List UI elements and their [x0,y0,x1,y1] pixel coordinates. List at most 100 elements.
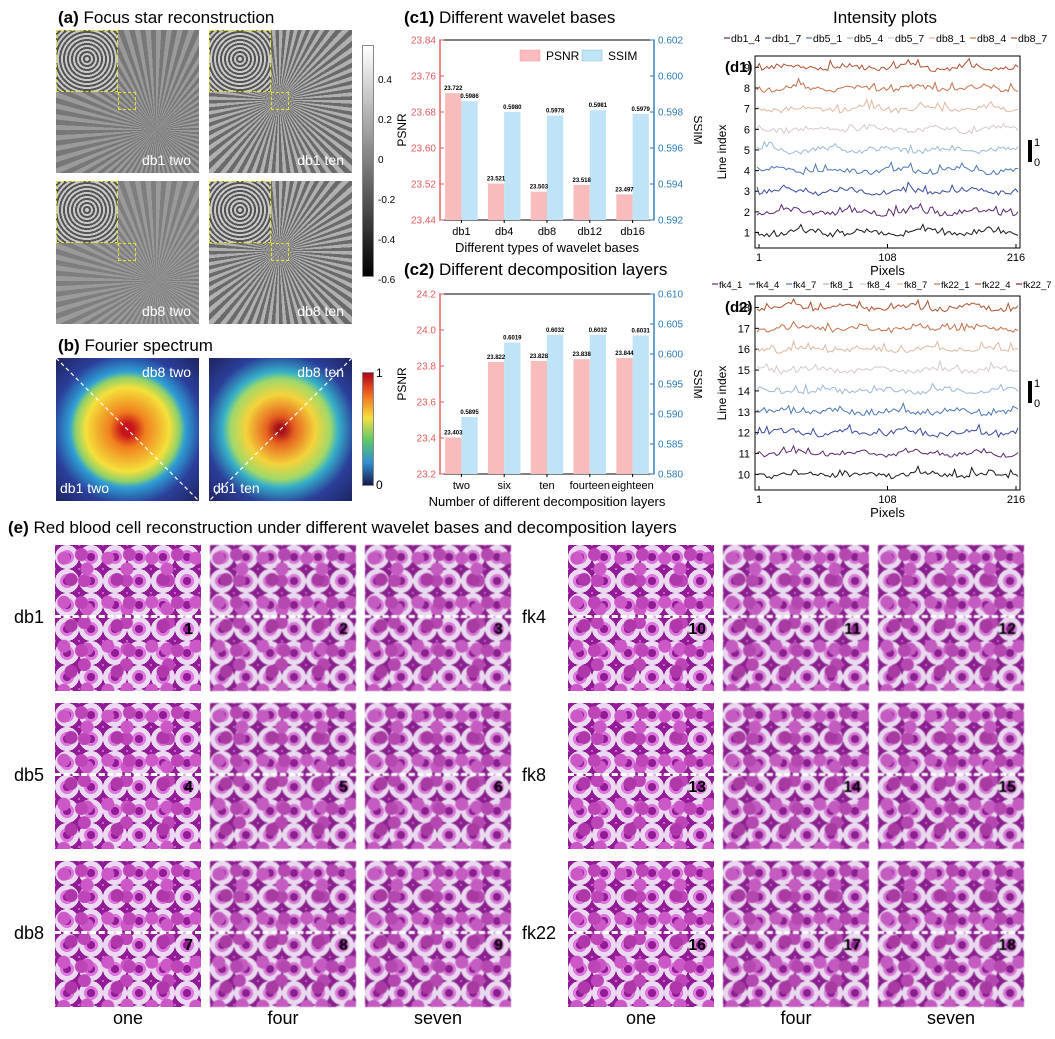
profile-line [55,773,201,776]
y-tick-label: 14 [738,386,750,398]
rbc-image: 10 [568,545,714,691]
x-axis-label: Pixels [870,263,905,276]
right-tick-label: 0.605 [658,320,683,331]
left-tick-label: 23.6 [417,398,437,409]
intensity-line [756,320,1019,334]
profile-line [210,615,356,618]
y-tick-label: 10 [738,469,750,481]
right-tick-label: 0.594 [658,180,683,191]
row-label: fk22 [522,923,557,943]
left-axis-label: PSNR [395,367,409,401]
psnr-data-label: 23.518 [572,178,591,184]
ssim-data-label: 0.5986 [460,94,479,100]
panel-b-title: (b) Fourier spectrum [58,336,213,356]
left-tick-label: 24.0 [417,326,437,337]
zoom-inset [56,30,118,92]
ssim-data-label: 0.6032 [546,328,565,334]
y-tick-label: 12 [738,428,750,440]
intensity-line [756,97,1019,114]
x-tick-label: 108 [878,494,896,506]
legend-entry: fk22_4 [982,280,1011,291]
image-label: db1 ten [297,152,344,168]
left-tick-label: 23.44 [411,216,436,227]
psnr-bar [616,194,633,220]
ssim-data-label: 0.5895 [460,410,479,416]
ssim-data-label: 0.5981 [589,103,608,109]
zoom-region-box [118,243,136,261]
image-number: 7 [184,937,193,954]
diagonal-divider [56,358,199,501]
right-tick-label: 0.598 [658,108,683,119]
rbc-image: 17 [723,861,869,1007]
fourier-spectrum-image: db8 ten db1 ten [209,358,352,501]
x-tick-label: 108 [878,252,896,264]
panel-a-title-text: Focus star reconstruction [83,8,275,27]
profile-line [723,931,869,934]
ssim-bar [461,101,478,220]
grayscale-colorbar [362,45,374,277]
y-axis-label: Line index [715,366,729,421]
rbc-image: 2 [210,545,356,691]
panel-b-label: (b) [58,336,80,355]
psnr-data-label: 23.521 [487,177,506,183]
panel-c1-title: (c1) Different wavelet bases [404,8,615,28]
right-tick-label: 0.600 [658,350,683,361]
psnr-data-label: 23.503 [530,185,549,191]
x-tick-label: ten [539,480,554,492]
y-tick-label: 18 [738,302,750,314]
image-number: 8 [339,937,348,954]
zoom-region-box [271,92,289,110]
colorbar-tick: -0.4 [378,235,396,246]
y-tick-label: 7 [744,104,750,116]
left-tick-label: 23.52 [411,180,436,191]
spectrum-top-label: db8 two [141,364,191,380]
intensity-line [756,401,1019,417]
profile-line [878,931,1024,934]
jet-colorbar-tick-bottom: 0 [376,478,383,492]
ssim-data-label: 0.6031 [632,328,651,334]
legend-psnr-label: PSNR [546,49,580,63]
ssim-data-label: 0.6019 [503,336,522,342]
ssim-bar [589,334,607,474]
chart-d1: db1_4 db1_7 db5_1 db5_4 db5_7 db8_1 db8_4 db8_7… [715,33,1047,276]
psnr-data-label: 23.822 [487,355,506,361]
ssim-data-label: 0.5979 [632,107,651,113]
legend-entry: db5_4 [854,33,883,45]
psnr-data-label: 23.497 [615,187,634,193]
left-tick-label: 23.68 [411,108,436,119]
legend-entry: fk8_4 [867,280,890,291]
ssim-bar [589,110,607,220]
x-tick-label: 216 [1007,252,1025,264]
right-tick-label: 0.610 [658,290,683,301]
ssim-bar [504,342,521,474]
y-tick-label: 1 [744,228,750,240]
profile-line [365,615,511,618]
ssim-bar [547,334,564,474]
y-tick-label: 3 [744,186,750,198]
x-tick-label: db8 [538,226,556,238]
psnr-bar [487,183,505,220]
psnr-data-label: 23.403 [444,430,463,436]
left-tick-label: 23.2 [417,470,437,481]
y-tick-label: 9 [744,62,750,74]
left-tick-label: 24.2 [417,290,437,301]
psnr-bar [445,437,462,474]
profile-line [568,615,714,618]
ssim-bar [461,417,478,474]
row-label: db5 [14,765,45,785]
intensity-line [756,223,1019,238]
column-label: four [780,1008,812,1028]
ssim-data-label: 0.5978 [546,109,565,115]
psnr-data-label: 23.722 [444,86,463,92]
x-tick-label: six [497,480,511,492]
focus-star-image: db8 two [56,181,199,324]
right-axis-label: SSIM [691,369,702,398]
focus-star-image: db1 ten [209,30,352,173]
x-tick-label: two [453,480,470,492]
panel-a-label: (a) [58,8,79,27]
x-axis-label: Number of different decomposition layers [429,494,666,509]
panel-e-label: (e) [8,518,29,537]
left-tick-label: 23.60 [411,144,436,155]
psnr-bar [530,191,547,220]
intensity-line [756,464,1019,480]
